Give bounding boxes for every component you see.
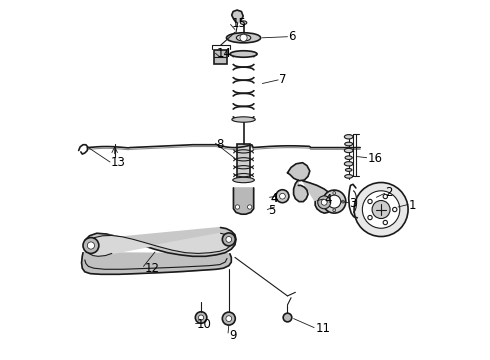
Circle shape	[222, 312, 235, 325]
Bar	[214, 50, 227, 64]
Circle shape	[226, 316, 232, 321]
Text: 14: 14	[216, 47, 231, 60]
Text: 4: 4	[324, 193, 332, 206]
Text: 15: 15	[231, 17, 246, 30]
Polygon shape	[86, 233, 231, 256]
Ellipse shape	[233, 177, 254, 183]
Text: 9: 9	[229, 329, 236, 342]
Ellipse shape	[345, 168, 352, 171]
Text: 8: 8	[216, 138, 223, 150]
Circle shape	[198, 315, 204, 320]
Circle shape	[342, 200, 344, 203]
Circle shape	[240, 34, 247, 41]
Ellipse shape	[226, 33, 261, 43]
Circle shape	[226, 237, 232, 242]
Ellipse shape	[345, 156, 352, 159]
Circle shape	[354, 183, 408, 237]
Text: 5: 5	[269, 204, 276, 217]
Ellipse shape	[344, 148, 353, 153]
Circle shape	[333, 209, 336, 212]
Text: 1: 1	[409, 199, 416, 212]
Circle shape	[368, 199, 372, 204]
Circle shape	[318, 196, 331, 209]
Circle shape	[368, 215, 372, 220]
Circle shape	[196, 312, 207, 323]
Circle shape	[324, 200, 327, 203]
Circle shape	[276, 190, 289, 203]
Polygon shape	[294, 180, 308, 202]
Circle shape	[328, 195, 341, 208]
Text: 2: 2	[386, 186, 393, 199]
Circle shape	[321, 199, 327, 205]
Circle shape	[280, 193, 285, 199]
Polygon shape	[303, 181, 335, 213]
Circle shape	[222, 233, 235, 246]
Text: 11: 11	[315, 322, 330, 335]
Polygon shape	[81, 253, 231, 274]
Text: 6: 6	[288, 30, 295, 43]
Ellipse shape	[344, 135, 353, 139]
Circle shape	[383, 220, 388, 225]
Text: 3: 3	[349, 197, 357, 210]
Circle shape	[383, 194, 388, 199]
Ellipse shape	[345, 142, 353, 146]
Bar	[237, 144, 250, 180]
Ellipse shape	[236, 35, 251, 41]
Text: 4: 4	[270, 192, 278, 204]
Text: 12: 12	[144, 262, 159, 275]
Ellipse shape	[230, 51, 257, 57]
Text: 7: 7	[279, 73, 287, 86]
Circle shape	[83, 238, 99, 253]
Circle shape	[247, 205, 252, 209]
Text: 4: 4	[270, 192, 278, 204]
Polygon shape	[85, 228, 236, 256]
Circle shape	[392, 207, 397, 212]
Text: 16: 16	[368, 152, 382, 165]
Ellipse shape	[344, 162, 353, 166]
Circle shape	[372, 201, 390, 219]
Polygon shape	[232, 10, 243, 22]
Circle shape	[333, 192, 336, 194]
Polygon shape	[288, 163, 310, 181]
Ellipse shape	[345, 175, 353, 178]
Ellipse shape	[232, 117, 255, 122]
Polygon shape	[233, 188, 254, 214]
Text: 13: 13	[111, 156, 126, 169]
Circle shape	[323, 190, 346, 213]
Circle shape	[87, 242, 95, 249]
Text: 10: 10	[196, 318, 211, 331]
Circle shape	[235, 205, 240, 209]
Circle shape	[283, 313, 292, 322]
Ellipse shape	[240, 21, 247, 24]
Circle shape	[363, 191, 400, 228]
